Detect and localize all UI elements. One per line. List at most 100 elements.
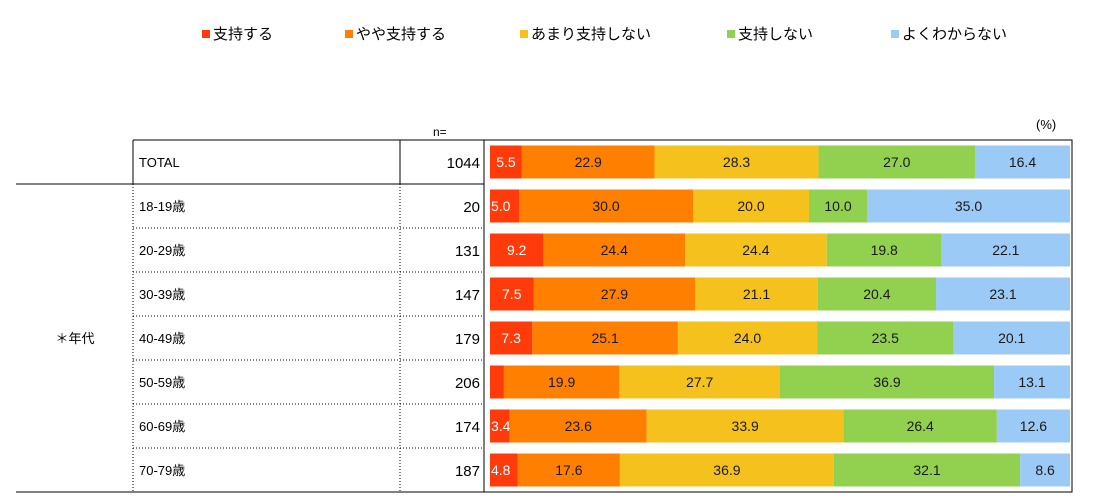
n-header: n= <box>433 125 447 139</box>
bar-segment <box>953 321 1070 355</box>
legend-label: 支持しない <box>738 26 814 43</box>
data-label: 9.2 <box>507 242 527 258</box>
data-label: 20.1 <box>998 330 1025 346</box>
bar-segment <box>817 277 937 311</box>
bar-segment <box>619 365 780 399</box>
legend-item-3: 支持しない <box>727 26 813 44</box>
n-value: 187 <box>455 463 480 480</box>
data-label: 8.6 <box>1035 462 1055 478</box>
data-label: 22.9 <box>575 154 602 170</box>
bar-segment <box>695 277 818 311</box>
data-label: 30.0 <box>592 198 619 214</box>
category-label: 18-19歳 <box>139 199 185 214</box>
data-label: 23.5 <box>872 330 899 346</box>
bar-segment <box>490 321 533 355</box>
bar-segment <box>685 233 827 267</box>
bar-segment <box>490 453 518 487</box>
bar-segment <box>490 233 544 267</box>
data-label: 26.4 <box>907 418 934 434</box>
unit-label: (%) <box>1036 117 1057 132</box>
data-label: 35.0 <box>955 198 982 214</box>
bar-segment <box>490 365 504 399</box>
legend-label: あまり支持しない <box>531 26 652 43</box>
data-label: 32.1 <box>913 462 940 478</box>
category-label: TOTAL <box>139 155 180 170</box>
data-label: 13.1 <box>1018 374 1045 390</box>
group-label: ＊年代 <box>55 331 94 346</box>
data-label: 5.0 <box>491 198 511 214</box>
bar-segment <box>490 409 510 443</box>
bar-segment <box>490 145 522 179</box>
bar-segment <box>503 365 620 399</box>
bar-segment <box>490 189 519 223</box>
category-label: 60-69歳 <box>139 419 185 434</box>
legend-swatch <box>891 30 899 38</box>
category-label: 20-29歳 <box>139 243 185 258</box>
category-label: 70-79歳 <box>139 463 185 478</box>
bar-segment <box>936 277 1070 311</box>
category-label: 30-39歳 <box>139 287 185 302</box>
category-label: 40-49歳 <box>139 331 185 346</box>
bar-segment <box>654 145 819 179</box>
bar-segment <box>490 277 534 311</box>
data-label: 7.5 <box>502 286 522 302</box>
bar-segment <box>677 321 818 355</box>
category-label: 50-59歳 <box>139 375 185 390</box>
data-label: 27.0 <box>883 154 910 170</box>
data-label: 25.1 <box>592 330 619 346</box>
n-value: 131 <box>455 243 480 260</box>
data-label: 21.1 <box>743 286 770 302</box>
bar-segment <box>693 189 809 223</box>
bar-segment <box>867 189 1070 223</box>
data-label: 23.1 <box>989 286 1016 302</box>
n-value: 1044 <box>447 155 480 172</box>
bar-segment <box>521 145 655 179</box>
bar-segment <box>619 453 834 487</box>
data-label: 36.9 <box>873 374 900 390</box>
n-value: 206 <box>455 375 480 392</box>
bar-segment <box>941 233 1070 267</box>
bar-segment <box>833 453 1021 487</box>
bar-segment <box>543 233 686 267</box>
data-label: 20.0 <box>737 198 764 214</box>
bar-segment <box>646 409 844 443</box>
n-value: 174 <box>455 419 480 436</box>
legend-label: 支持する <box>213 26 274 43</box>
data-label: 24.4 <box>601 242 628 258</box>
legend-item-4: よくわからない <box>891 26 1007 44</box>
bar-segment <box>532 321 678 355</box>
data-label: 22.1 <box>992 242 1019 258</box>
data-label: 16.4 <box>1009 154 1036 170</box>
chart-legend: 支持する やや支持する あまり支持しない 支持しない よくわからない <box>0 26 1102 46</box>
data-label: 19.9 <box>548 374 575 390</box>
data-label: 20.4 <box>863 286 890 302</box>
bar-segment <box>517 453 620 487</box>
plot-frame <box>483 139 1073 493</box>
bar-segment <box>519 189 693 223</box>
data-label: 17.6 <box>555 462 582 478</box>
data-label: 19.8 <box>871 242 898 258</box>
n-value: 147 <box>455 287 480 304</box>
bar-segment <box>826 233 942 267</box>
data-label: 33.9 <box>732 418 759 434</box>
bar-segment <box>996 409 1070 443</box>
data-label: 3.4 <box>491 418 511 434</box>
data-label: 4.8 <box>491 462 511 478</box>
data-label: 23.6 <box>565 418 592 434</box>
data-label: 27.7 <box>686 374 713 390</box>
bar-segment <box>843 409 997 443</box>
bar-segment <box>817 321 954 355</box>
bar-segment <box>780 365 995 399</box>
legend-swatch <box>727 30 735 38</box>
legend-item-2: あまり支持しない <box>520 26 651 44</box>
bar-segment <box>818 145 975 179</box>
bar-segment <box>994 365 1070 399</box>
legend-item-1: やや支持する <box>345 26 446 44</box>
legend-swatch <box>345 30 353 38</box>
data-label: 12.6 <box>1020 418 1047 434</box>
data-label: 24.4 <box>742 242 769 258</box>
bar-segment <box>974 145 1070 179</box>
data-label: 28.3 <box>723 154 750 170</box>
data-label: 7.3 <box>501 330 521 346</box>
